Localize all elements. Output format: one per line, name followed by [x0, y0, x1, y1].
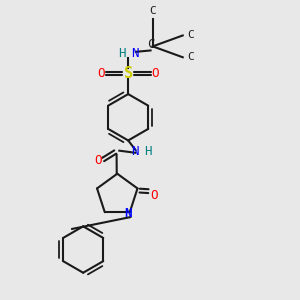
- Text: N: N: [131, 47, 138, 60]
- Text: N: N: [131, 145, 138, 158]
- Text: C: C: [148, 38, 155, 52]
- Text: S: S: [124, 66, 133, 81]
- Text: N: N: [125, 207, 132, 220]
- Text: O: O: [94, 154, 102, 167]
- Text: O: O: [150, 189, 158, 202]
- Text: O: O: [152, 67, 159, 80]
- Text: H: H: [144, 145, 151, 158]
- Text: C: C: [149, 6, 156, 16]
- Text: H: H: [118, 47, 125, 60]
- Text: C: C: [188, 31, 194, 40]
- Text: C: C: [188, 52, 194, 62]
- Text: O: O: [97, 67, 105, 80]
